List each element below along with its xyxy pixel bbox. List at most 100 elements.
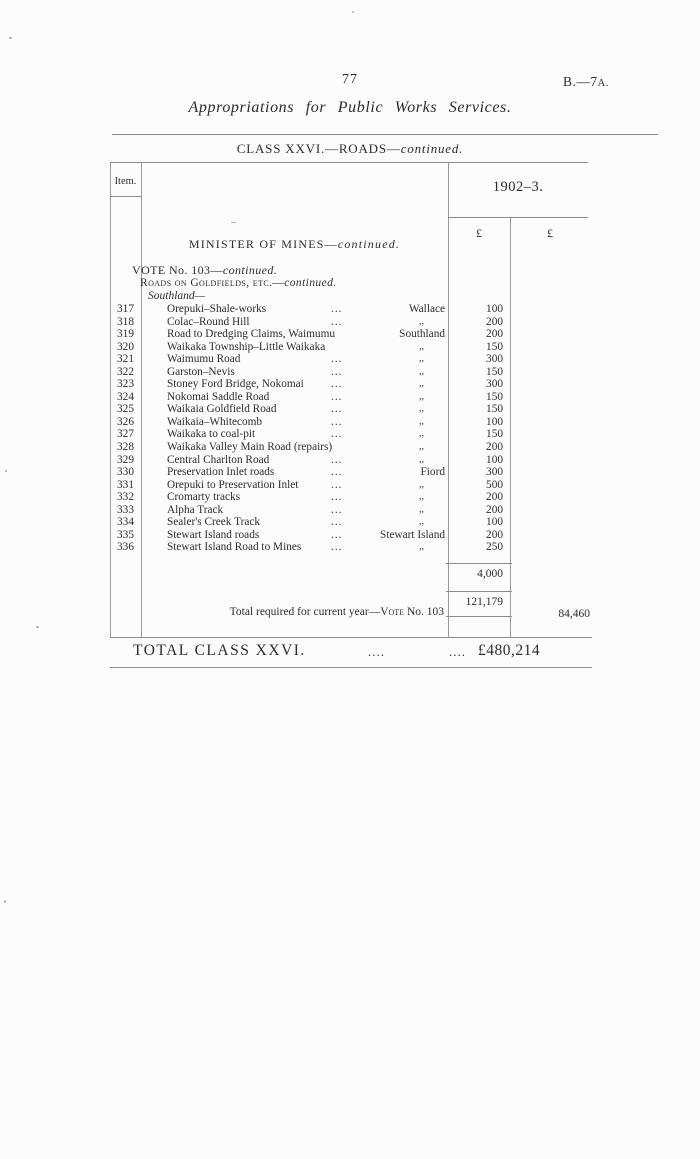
road-name: Alpha Track: [167, 503, 224, 516]
county-name: ,,: [419, 441, 424, 453]
amount-col2-empty: [510, 491, 590, 504]
county-name: ,,: [419, 378, 424, 390]
amount-col2-empty: [510, 516, 590, 529]
county-name: ,,: [419, 390, 424, 402]
leader-dots: ...: [331, 428, 343, 441]
amount-value: 150: [486, 390, 503, 403]
item-number: 321: [117, 353, 134, 366]
leader-dots: ...: [331, 390, 343, 403]
county-name: ,,: [419, 403, 424, 415]
amount-col2-empty: [510, 328, 590, 341]
road-name: Orepuki–Shale-works: [167, 303, 267, 315]
county-name: ,,: [419, 516, 424, 528]
table-row: 325 Waikaia Goldfield Road ... ,, 150: [110, 403, 590, 416]
amount-col2-empty: [510, 428, 590, 441]
road-description-cell: Stewart Island Road to Mines ... ,,: [141, 541, 448, 554]
minister-heading-continued: continued.: [337, 237, 401, 251]
table-row: 322 Garston–Nevis ... ,, 150: [110, 366, 590, 379]
road-name: Stoney Ford Bridge, Nokomai: [167, 378, 304, 391]
amount-col2-empty: [510, 378, 590, 391]
currency-header-col2: £: [547, 226, 553, 240]
road-description-cell: Garston–Nevis ... ,,: [141, 366, 448, 379]
item-column-header: Item.: [114, 176, 137, 187]
subtotal-rule-middle: [446, 591, 512, 592]
table-row: 332 Cromarty tracks ... ,, 200: [110, 491, 590, 504]
amount-col2-empty: [510, 416, 590, 429]
currency-header-col1: £: [476, 226, 482, 240]
page-title: Appropriations for Public Works Services…: [188, 99, 512, 116]
amount-value: 150: [486, 340, 503, 353]
amount-value: 300: [486, 378, 503, 391]
item-number: 330: [117, 466, 134, 479]
year-column-header: 1902–3.: [492, 179, 544, 195]
road-description-cell: Cromarty tracks ... ,,: [141, 491, 448, 504]
item-number: 327: [117, 428, 134, 441]
description-column-border: [448, 162, 449, 637]
road-description-cell: Central Charlton Road ... ,,: [141, 454, 448, 467]
road-name: Waikaka Valley Main Road (repairs): [167, 441, 333, 454]
scan-speck: [352, 11, 354, 13]
road-name: Colac–Round Hill: [167, 315, 250, 328]
item-number: 317: [117, 303, 134, 315]
year-header-rule: [448, 217, 588, 218]
county-name: ,,: [419, 315, 424, 327]
item-number: 329: [117, 453, 134, 466]
amount-value: 250: [486, 541, 503, 554]
county-name: Southland: [399, 328, 445, 341]
item-number: 320: [117, 340, 134, 353]
table-row: 334 Sealer's Creek Track ... ,, 100: [110, 516, 590, 529]
amount-value: 100: [486, 415, 503, 428]
item-number: 322: [117, 365, 134, 378]
class-total-dots-1: ....: [368, 644, 385, 659]
amount-col2-empty: [510, 541, 590, 554]
road-name: Stewart Island Road to Mines: [167, 541, 302, 554]
item-number: 323: [117, 378, 134, 391]
total-required-vote: Vote: [380, 606, 405, 618]
item-number: 326: [117, 415, 134, 428]
table-row: 324 Nokomai Saddle Road ... ,, 150: [110, 391, 590, 404]
road-name: Garston–Nevis: [167, 365, 235, 378]
doc-reference: B.—7A.: [563, 74, 609, 90]
item-number: 318: [117, 315, 134, 328]
amount-col2-empty: [510, 529, 590, 542]
amount-col2-empty: [510, 403, 590, 416]
road-name: Waikaka Township–Little Waikaka: [167, 340, 326, 353]
road-name: Orepuki to Preservation Inlet: [167, 478, 299, 491]
class-heading-continued: continued.: [400, 141, 464, 156]
county-name: ,,: [419, 353, 424, 365]
road-name: Waimumu Road: [167, 353, 241, 366]
leader-dots: ...: [331, 378, 343, 391]
class-total-label: TOTAL CLASS XXVI.: [133, 642, 306, 659]
subtotal-rule-top: [446, 563, 512, 564]
amount-value: 500: [486, 478, 503, 491]
leader-dots: ...: [331, 403, 343, 416]
class-heading: CLASS XXVI.—ROADS—continued.: [0, 141, 700, 157]
amount-col2-empty: [510, 366, 590, 379]
county-name: ,,: [419, 428, 424, 440]
amount-value: 200: [486, 328, 503, 341]
table-row: 319 Road to Dredging Claims, Waimumu Sou…: [110, 328, 590, 341]
table-row: 326 Waikaia–Whitecomb ... ,, 100: [110, 416, 590, 429]
item-column-border: [141, 162, 142, 637]
table-row: 327 Waikaka to coal-pit ... ,, 150: [110, 428, 590, 441]
item-number: 334: [117, 516, 134, 529]
table-row: 336 Stewart Island Road to Mines ... ,, …: [110, 541, 590, 554]
road-name: Preservation Inlet roads: [167, 466, 275, 479]
road-description-cell: Colac–Round Hill ... ,,: [141, 316, 448, 329]
road-name: Road to Dredging Claims, Waimumu: [167, 328, 336, 341]
item-number: 331: [117, 478, 134, 491]
item-number: 325: [117, 403, 134, 416]
table-row: 323 Stoney Ford Bridge, Nokomai ... ,, 3…: [110, 378, 590, 391]
road-description-cell: Stewart Island roads ... Stewart Island: [141, 529, 448, 542]
county-name: Stewart Island: [380, 528, 445, 541]
amount-value: 100: [486, 303, 503, 315]
footer-rule-top: [110, 637, 592, 638]
scan-speck: [231, 222, 236, 223]
total-required-post: No. 103: [404, 606, 444, 618]
item-number: 319: [117, 328, 134, 341]
amount-value: 150: [486, 428, 503, 441]
road-name: Sealer's Creek Track: [167, 516, 261, 529]
leader-dots: ...: [331, 491, 343, 504]
amount-value: 100: [486, 453, 503, 466]
minister-heading: MINISTER OF MINES—continued.: [141, 237, 448, 252]
